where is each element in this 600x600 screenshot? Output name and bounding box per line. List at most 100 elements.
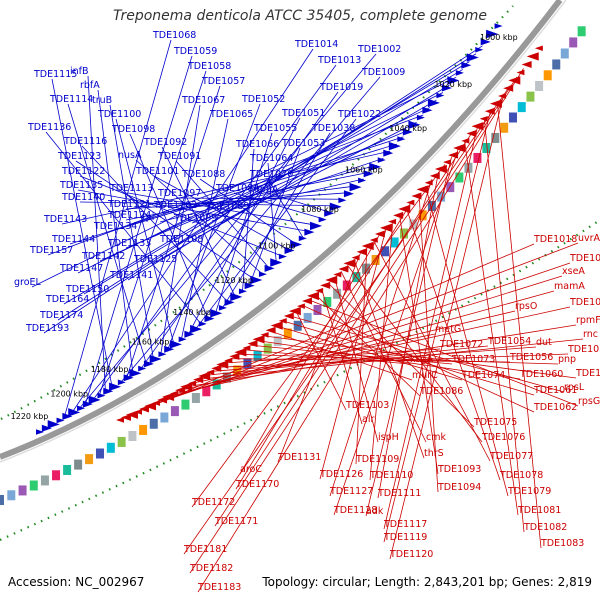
forward-gene-arrow <box>304 228 315 236</box>
reverse-gene-arrow <box>442 159 451 165</box>
gene-color-block <box>342 280 351 291</box>
forward-gene-arrow <box>358 177 367 184</box>
forward-gene-arrow <box>77 405 86 412</box>
leader-line <box>369 220 394 481</box>
scale-label: 1140 kbp <box>173 308 211 317</box>
leader-line <box>214 133 472 527</box>
leader-line <box>327 282 475 428</box>
forward-leader-lines <box>31 39 483 419</box>
gene-label: TDE1110 <box>369 470 413 481</box>
gene-label: TDE1084 <box>215 183 259 194</box>
gene-label: TDE1054 <box>487 336 531 347</box>
scale-label: 1020 kbp <box>434 80 472 89</box>
forward-gene-arrow <box>82 400 93 408</box>
leader-line <box>267 178 304 239</box>
gene-label: TDE1135 <box>59 180 103 191</box>
reverse-gene-arrow <box>388 218 397 225</box>
leader-line <box>127 84 450 281</box>
gene-label: TDE1157 <box>29 245 73 256</box>
leader-line <box>111 143 397 232</box>
gene-label: TDE1058 <box>187 61 231 72</box>
gene-label: TDE1119 <box>383 532 427 543</box>
leader-line <box>180 118 229 341</box>
gene-color-block <box>63 465 72 475</box>
gene-label: TDE1144 <box>51 234 95 245</box>
gene-label: TDE1183 <box>197 582 241 593</box>
leader-line <box>418 193 439 493</box>
gene-label: TDE1103 <box>345 400 389 411</box>
forward-gene-arrow <box>494 23 503 29</box>
gene-label: TDE1057 <box>201 76 245 87</box>
gene-color-block <box>170 406 179 417</box>
reverse-gene-arrow <box>116 417 124 423</box>
gene-label: TDE1140 <box>61 192 105 203</box>
gene-color-block <box>273 336 282 347</box>
gene-label: TDE1022 <box>337 109 381 120</box>
gene-label: TDE1015 <box>569 253 600 264</box>
forward-gene-arrow <box>486 29 499 39</box>
forward-gene-arrow <box>164 345 175 353</box>
gene-label: thrS <box>424 448 444 459</box>
gene-label: TDE1097 <box>157 188 201 199</box>
forward-gene-arrow <box>427 98 440 108</box>
leader-line <box>77 92 444 274</box>
forward-gene-arrow <box>47 420 60 429</box>
forward-gene-arrow <box>466 53 479 62</box>
gene-color-block <box>543 70 552 81</box>
forward-gene-arrow <box>103 387 114 395</box>
leader-line <box>353 259 425 459</box>
forward-gene-arrow <box>169 340 182 349</box>
reverse-gene-arrow <box>270 321 283 330</box>
gene-label: TDE1182 <box>189 563 233 574</box>
reverse-gene-arrow <box>206 369 215 376</box>
gene-label: TDE1147 <box>59 263 103 274</box>
forward-gene-arrow <box>475 46 484 53</box>
gene-label: rpsL <box>564 382 585 393</box>
leader-line <box>177 122 417 245</box>
reverse-gene-arrow <box>526 52 539 61</box>
gene-label: TDE1061 <box>533 385 577 396</box>
forward-gene-arrow <box>56 417 65 424</box>
gene-color-block <box>313 305 322 315</box>
gene-label: dut <box>536 337 552 348</box>
forward-gene-arrow <box>397 136 406 142</box>
gene-label: TDE1044 <box>575 368 600 379</box>
leader-line <box>483 118 525 533</box>
reverse-gene-arrow <box>516 69 525 76</box>
forward-gene-arrow <box>461 61 472 69</box>
leader-line <box>140 243 535 411</box>
gene-color-block <box>333 288 342 299</box>
reverse-gene-arrow <box>479 115 488 122</box>
gene-color-block <box>437 191 446 202</box>
forward-gene-arrow <box>363 170 374 178</box>
forward-gene-arrow <box>480 38 491 46</box>
leader-line <box>115 118 175 346</box>
gene-label: tpi <box>142 212 154 223</box>
gene-label: TDE1122 <box>61 166 105 177</box>
accession-text: Accession: NC_002967 <box>8 575 145 589</box>
gene-color-block <box>526 91 535 102</box>
gene-label: TDE1113 <box>109 183 153 194</box>
gene-color-block <box>552 59 561 70</box>
gene-color-block <box>535 81 544 91</box>
leader-line <box>464 141 519 516</box>
leader-line <box>98 70 207 398</box>
leader-line <box>355 246 368 465</box>
gene-label: TDE1018 <box>533 234 577 245</box>
reverse-gene-arrow <box>351 254 360 261</box>
forward-gene-arrow <box>250 275 263 285</box>
scale-label: 1200 kbp <box>50 390 88 399</box>
forward-gene-arrow <box>36 429 44 435</box>
genome-backbone <box>0 0 563 460</box>
gene-label: TDE1123 <box>57 151 101 162</box>
inner-scale-ring <box>0 219 600 542</box>
gene-color-block <box>253 351 262 361</box>
gene-label: TDE1070 <box>249 169 293 180</box>
reverse-gene-arrow <box>320 281 331 289</box>
gene-label: TDE1059 <box>173 46 217 57</box>
forward-gene-arrow <box>441 84 452 92</box>
gene-color-block <box>381 246 390 257</box>
gene-label: adk <box>366 506 384 517</box>
gene-label: TDE1124 <box>107 210 151 221</box>
